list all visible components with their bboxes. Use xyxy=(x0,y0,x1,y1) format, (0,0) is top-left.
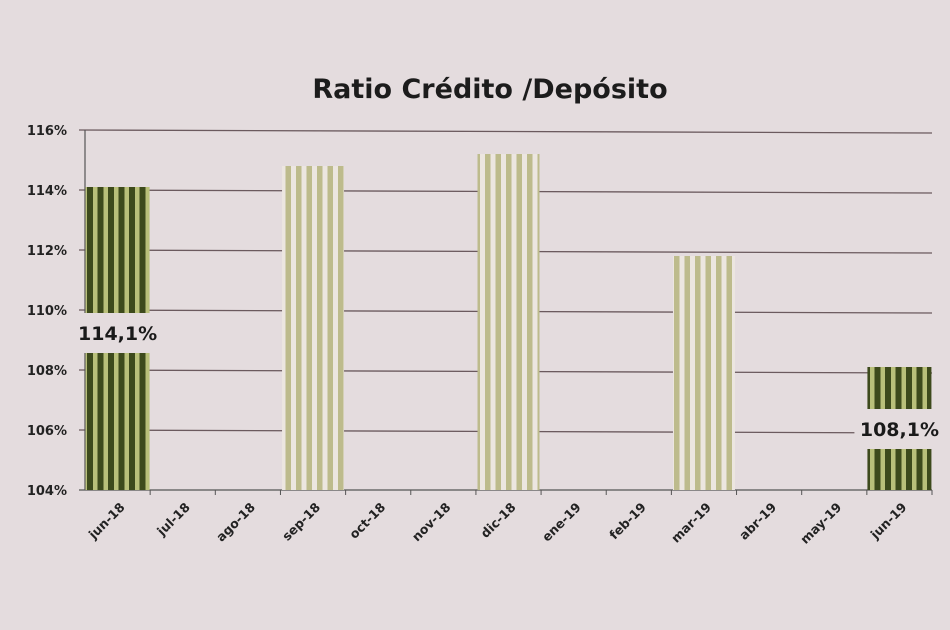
y-tick-label: 106% xyxy=(27,424,67,439)
x-tick-label: nov-18 xyxy=(409,500,454,545)
bar-dic-18 xyxy=(477,154,540,490)
y-tick-label: 108% xyxy=(27,364,67,379)
x-tick-label: ene-19 xyxy=(539,500,584,545)
x-tick-label: ago-18 xyxy=(213,500,258,545)
data-label-jun-19: 108,1% xyxy=(860,419,939,441)
x-tick-label: jun-18 xyxy=(85,500,128,543)
data-label-bg xyxy=(72,313,163,353)
x-tick-label: may-19 xyxy=(797,500,844,547)
y-tick-label: 116% xyxy=(27,124,67,139)
x-tick-label: dic-18 xyxy=(477,500,518,541)
y-tick-label: 110% xyxy=(27,304,67,319)
x-tick-label: sep-18 xyxy=(279,500,323,544)
y-tick-label: 104% xyxy=(27,484,67,499)
x-tick-label: jun-19 xyxy=(867,500,910,543)
gridline xyxy=(78,129,933,134)
y-tick-label: 114% xyxy=(27,184,67,199)
x-tick-label: oct-18 xyxy=(346,500,388,542)
x-tick-label: abr-19 xyxy=(736,500,779,543)
data-label-bg xyxy=(854,409,945,449)
chart-title: Ratio Crédito /Depósito xyxy=(312,74,667,105)
x-tick-label: feb-19 xyxy=(606,500,649,543)
x-tick-label: mar-19 xyxy=(668,500,714,546)
data-label-jun-18: 114,1% xyxy=(78,323,157,345)
bar-sep-18 xyxy=(282,166,345,490)
bar-mar-19 xyxy=(672,256,735,490)
y-tick-label: 112% xyxy=(27,244,67,259)
x-tick-label: jul-18 xyxy=(153,500,193,540)
